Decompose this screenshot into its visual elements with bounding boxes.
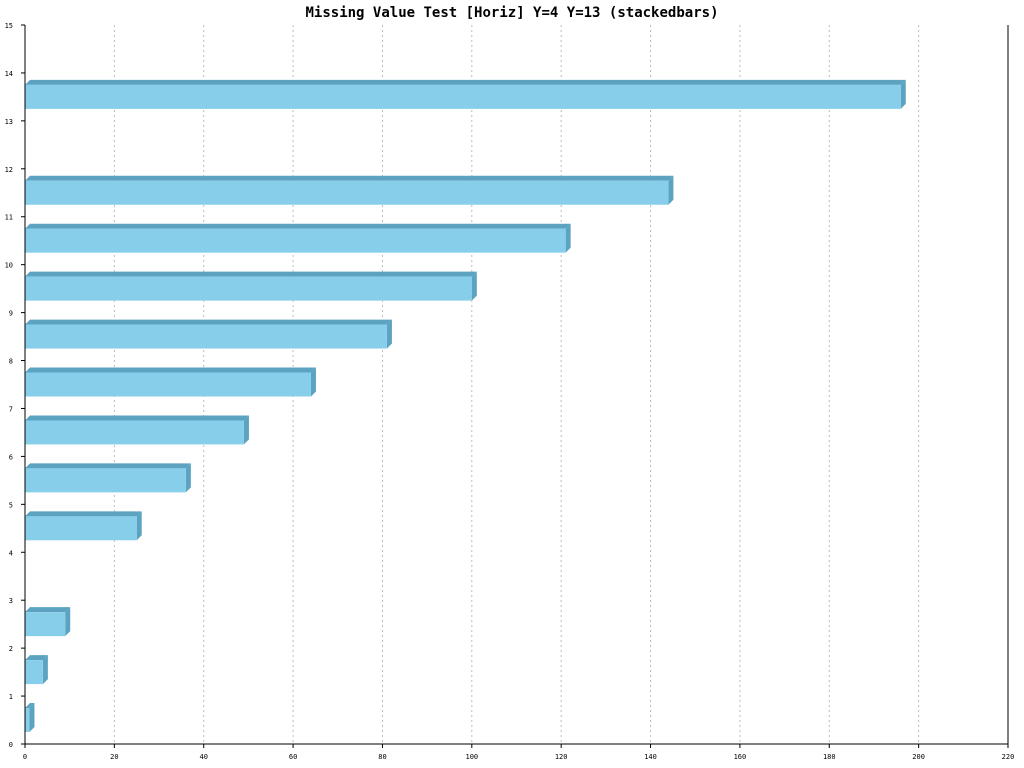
bar (25, 276, 472, 301)
y-tick-label: 9 (9, 310, 13, 318)
bar-top-face (25, 655, 48, 661)
bar-side-face (29, 703, 35, 733)
bar-top-face (25, 607, 71, 613)
bar (25, 84, 901, 109)
x-tick-label: 120 (555, 753, 568, 761)
x-tick-label: 0 (23, 753, 27, 761)
y-tick-label: 13 (5, 118, 13, 126)
chart-title: Missing Value Test [Horiz] Y=4 Y=13 (sta… (305, 5, 719, 21)
x-tick-label: 200 (912, 753, 925, 761)
x-tick-label: 80 (378, 753, 386, 761)
y-tick-label: 4 (9, 549, 13, 557)
y-tick-label: 5 (9, 501, 13, 509)
bar (25, 708, 30, 733)
y-tick-label: 8 (9, 358, 13, 366)
bar-top-face (25, 367, 316, 373)
bar (25, 660, 43, 685)
y-tick-label: 2 (9, 645, 13, 653)
bar-top-face (25, 223, 571, 229)
bar-top-face (25, 415, 249, 421)
y-tick-label: 6 (9, 453, 13, 461)
x-tick-label: 180 (823, 753, 836, 761)
x-tick-label: 160 (734, 753, 747, 761)
bars-layer (25, 79, 906, 733)
bar-side-face (900, 79, 906, 109)
y-tick-label: 12 (5, 166, 13, 174)
bar-top-face (25, 271, 477, 277)
x-tick-label: 220 (1002, 753, 1015, 761)
x-tick-label: 140 (644, 753, 657, 761)
bar (25, 372, 311, 397)
x-tick-label: 40 (200, 753, 208, 761)
bar-top-face (25, 319, 392, 325)
x-tick-label: 20 (110, 753, 118, 761)
bar-top-face (25, 175, 674, 181)
bar-top-face (25, 463, 191, 469)
bar-side-face (42, 655, 48, 685)
bar-top-face (25, 79, 906, 85)
bar-side-face (65, 607, 71, 637)
bar (25, 468, 186, 493)
y-tick-label: 1 (9, 693, 13, 701)
y-tick-label: 11 (5, 214, 13, 222)
bar-top-face (25, 511, 142, 517)
bar-side-face (136, 511, 142, 541)
y-tick-label: 15 (5, 22, 13, 30)
bar-side-face (668, 175, 674, 205)
bar-side-face (386, 319, 392, 349)
bar-side-face (243, 415, 249, 445)
y-tick-label: 10 (5, 262, 13, 270)
bar (25, 324, 387, 349)
y-tick-label: 0 (9, 741, 13, 749)
bar (25, 516, 137, 541)
bar-side-face (310, 367, 316, 397)
y-tick-label: 3 (9, 597, 13, 605)
bar (25, 228, 566, 253)
bar (25, 180, 669, 205)
y-tick-label: 7 (9, 405, 13, 413)
x-tick-label: 100 (465, 753, 478, 761)
bar (25, 420, 244, 445)
bar-side-face (565, 223, 571, 253)
y-tick-label: 14 (5, 70, 13, 78)
bar (25, 612, 66, 637)
bar-top-face (25, 703, 35, 709)
x-tick-label: 60 (289, 753, 297, 761)
bar-side-face (185, 463, 191, 493)
bar-side-face (471, 271, 477, 301)
